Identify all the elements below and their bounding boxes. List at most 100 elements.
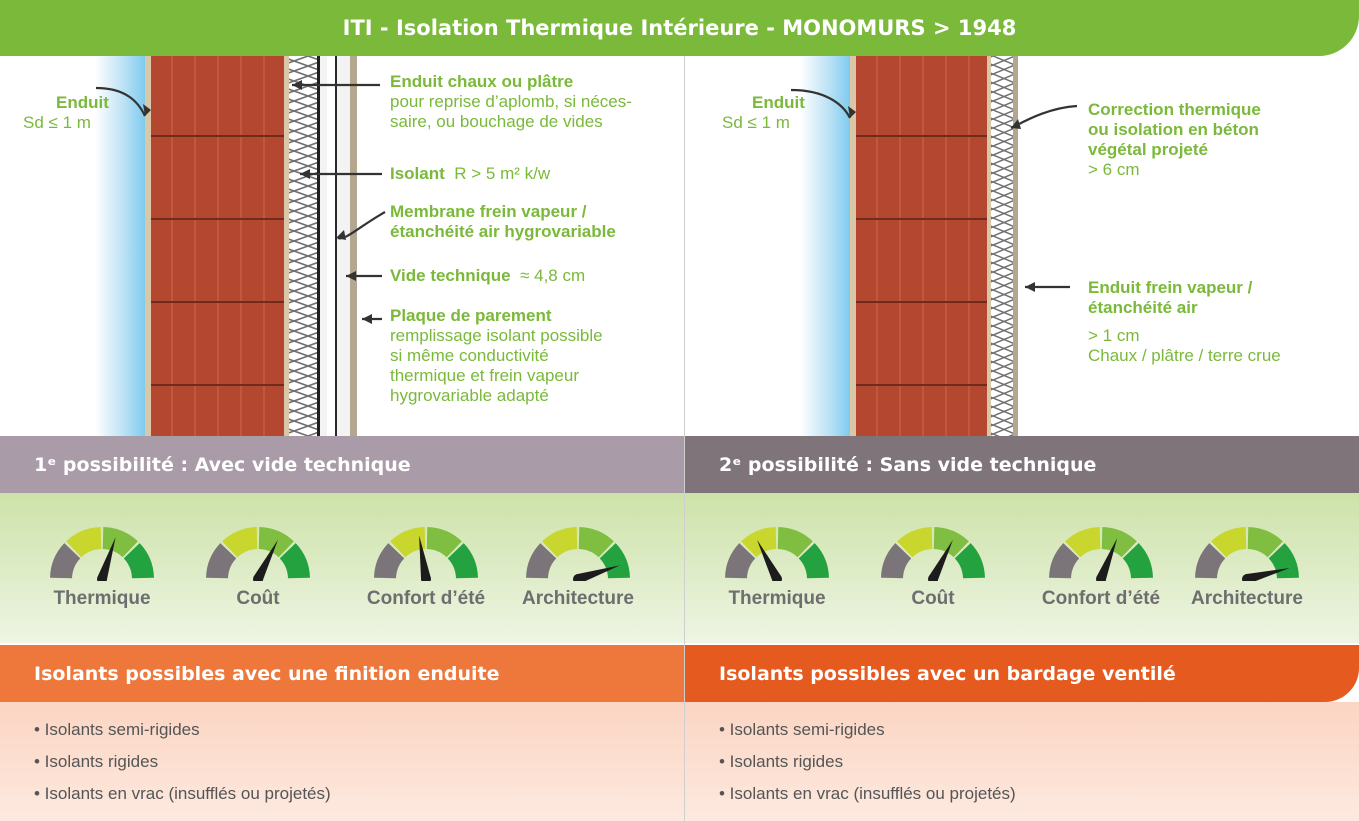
callout-line: Chaux / plâtre / terre crue [1088, 346, 1281, 365]
exterior-air [95, 56, 145, 436]
callout-title: Vide technique [390, 266, 511, 285]
gauge-segment [725, 543, 756, 579]
callout-membrane: Membrane frein vapeur / étanchéité air h… [390, 202, 616, 242]
callout-line: remplissage isolant possible [390, 326, 603, 345]
callout-line: si même conductivité [390, 346, 549, 365]
gauge-dial [1049, 527, 1153, 584]
callout-title: végétal projeté [1088, 140, 1208, 159]
gauge-segment [123, 543, 154, 579]
gauge-dial [1195, 527, 1299, 584]
gauge-needle [97, 537, 116, 581]
gauge-segment [206, 543, 237, 579]
interior-render [987, 56, 991, 436]
gauge-segment [954, 543, 985, 579]
callout-value: R > 5 m² k/w [454, 164, 551, 183]
gauge-segment [933, 527, 969, 558]
gauge-segment [578, 527, 614, 558]
gauge-dial [374, 527, 478, 584]
gauge-segment [741, 527, 777, 558]
gauge-label: Confort d’été [366, 588, 486, 609]
list-item: • Isolants semi-rigides [719, 720, 885, 739]
gauge-needle [253, 539, 278, 582]
callout-enduit-chaux: Enduit chaux ou plâtre pour reprise d’ap… [390, 72, 680, 132]
callout-value: ≈ 4,8 cm [520, 266, 586, 285]
gauge-segment [1268, 543, 1299, 579]
wall-section-left [95, 56, 386, 436]
gauge-architecture-left: Architecture [518, 523, 638, 610]
gauge-confort-left: Confort d’été [356, 523, 496, 610]
list-item: • Isolants rigides [719, 752, 844, 771]
callout-title: Correction thermique [1088, 100, 1261, 119]
gauge-dial [50, 527, 154, 584]
gauge-segment [258, 527, 294, 558]
gauge-dial [725, 527, 829, 584]
gauge-needle [576, 565, 620, 584]
gauge-panel-right: Thermique Coût Confort d’été Architectur… [685, 493, 1359, 643]
callout-title: Enduit frein vapeur / [1088, 278, 1253, 297]
gauge-label: Architecture [522, 588, 634, 609]
gauge-confort-right: Confort d’été [1031, 523, 1171, 610]
wall-section-right [790, 56, 1078, 436]
gauge-segment [777, 527, 813, 558]
facing-plate [350, 56, 357, 436]
gauge-segment [426, 527, 462, 558]
callout-title: ou isolation en béton [1088, 120, 1259, 139]
column-divider [684, 56, 685, 821]
exterior-render [850, 56, 856, 436]
callout-title: Membrane frein vapeur / [390, 202, 587, 221]
gauge-architecture-right: Architecture [1187, 523, 1307, 610]
callout-line: pour reprise d’aplomb, si néces- [390, 92, 632, 111]
list-item: • Isolants en vrac (insufflés ou projeté… [719, 784, 1016, 803]
gauge-needle [1245, 568, 1290, 584]
callout-title-2: étanchéité air hygrovariable [390, 222, 616, 241]
callout-line: > 1 cm [1088, 326, 1140, 345]
brick-wall [856, 56, 987, 436]
insulants-list-right: • Isolants semi-rigides • Isolants rigid… [685, 702, 1359, 810]
enduit-sd-left: Sd ≤ 1 m [23, 113, 91, 132]
callout-line: > 6 cm [1088, 160, 1140, 179]
gauge-label: Architecture [1191, 588, 1303, 609]
gauge-label: Thermique [53, 588, 151, 609]
gauge-segment [447, 543, 478, 579]
gauge-needle [419, 535, 431, 580]
possibility-band-right: 2ᵉ possibilité : Sans vide technique [685, 436, 1359, 493]
insulants-list-left: • Isolants semi-rigides • Isolants rigid… [0, 702, 684, 810]
gauge-dial [526, 527, 630, 584]
gauge-cout-right: Coût [873, 523, 993, 610]
callout-enduit-frein-vapeur: Enduit frein vapeur / étanchéité air > 1… [1088, 278, 1348, 366]
gauge-segment [1195, 543, 1226, 579]
gauge-label: Thermique [728, 588, 826, 609]
gauge-dial [881, 527, 985, 584]
gauge-dial [206, 527, 310, 584]
callout-title: Enduit chaux ou plâtre [390, 72, 574, 91]
interior-render [284, 56, 289, 436]
callout-correction-thermique: Correction thermique ou isolation en bét… [1088, 100, 1348, 180]
callout-title: Plaque de parement [390, 306, 552, 325]
list-item: • Isolants semi-rigides [34, 720, 200, 739]
insulants-list-panel-right: • Isolants semi-rigides • Isolants rigid… [685, 702, 1359, 821]
gauge-needle [928, 539, 953, 582]
exterior-render [145, 56, 151, 436]
gauge-segment [50, 543, 81, 579]
gauge-needle [757, 539, 782, 582]
gauge-segment [1065, 527, 1101, 558]
gauge-segment [798, 543, 829, 579]
callout-line: saire, ou bouchage de vides [390, 112, 603, 131]
gauge-label: Coût [236, 588, 280, 609]
callout-line: thermique et frein vapeur [390, 366, 579, 385]
gauge-segment [542, 527, 578, 558]
list-item: • Isolants rigides [34, 752, 159, 771]
enduit-label-right: Enduit [752, 93, 805, 112]
gauge-panel-left: Thermique Coût Confort d’été Architectur… [0, 493, 684, 643]
gauge-segment [390, 527, 426, 558]
exterior-air [800, 56, 850, 436]
insulants-band-right: Isolants possibles avec un bardage venti… [685, 645, 1359, 702]
gauge-segment [279, 543, 310, 579]
gauge-segment [526, 543, 557, 579]
callout-vide-technique: Vide technique ≈ 4,8 cm [390, 266, 585, 286]
gauge-segment [897, 527, 933, 558]
gauge-segment [1101, 527, 1137, 558]
enduit-label-left: Enduit [56, 93, 109, 112]
insulants-band-left: Isolants possibles avec une finition end… [0, 645, 684, 702]
enduit-sd-right: Sd ≤ 1 m [722, 113, 790, 132]
